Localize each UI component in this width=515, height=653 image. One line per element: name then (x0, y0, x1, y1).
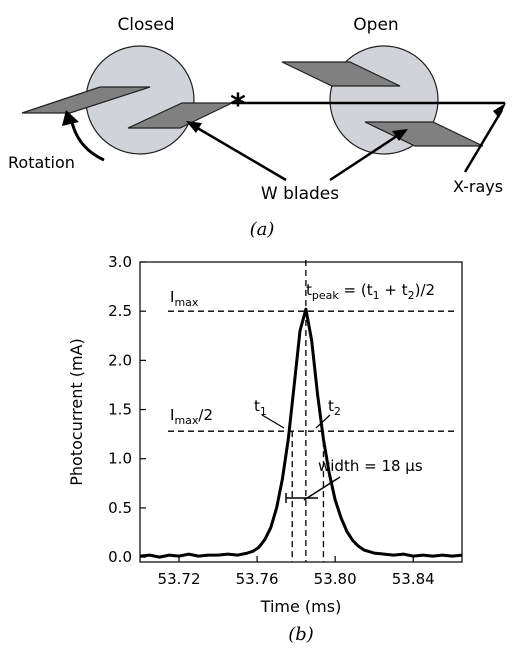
x-tick-label: 53.76 (236, 570, 279, 588)
blade-arrow-left (193, 124, 287, 182)
caption-a: (a) (250, 219, 275, 240)
blade-arrow-right (329, 132, 401, 182)
closed-blade-left (21, 86, 151, 114)
t2-pointer (315, 414, 331, 429)
panel-a: Closed Open * Rotation W blades X-rays (… (8, 15, 506, 240)
open-blade-top (281, 61, 401, 87)
width-pointer (303, 476, 341, 501)
caption-b: (b) (288, 624, 314, 645)
y-tick-label: 0.0 (108, 548, 132, 566)
annotation-t1: t1 (254, 397, 267, 418)
label-open: Open (353, 15, 398, 35)
y-axis-ticks: 0.0 0.5 1.0 1.5 2.0 2.5 3.0 (108, 253, 146, 566)
label-xrays: X-rays (453, 177, 503, 196)
xray-arrowhead-icon (493, 103, 506, 118)
focus-asterisk-icon: * (230, 88, 246, 123)
annotation-t2: t2 (328, 397, 341, 418)
y-tick-label: 2.5 (108, 302, 132, 320)
x-axis-ticks: 53.72 53.76 53.80 53.84 (158, 556, 435, 588)
x-tick-label: 53.72 (158, 570, 201, 588)
rotation-arrowhead-icon (62, 110, 79, 126)
annotation-width: width = 18 µs (318, 457, 423, 475)
plot-frame (139, 261, 463, 563)
t1-pointer (261, 414, 285, 429)
y-axis-label: Photocurrent (mA) (67, 338, 86, 485)
x-tick-label: 53.84 (392, 570, 435, 588)
annotation-imax: Imax (170, 288, 199, 309)
y-tick-label: 3.0 (108, 253, 132, 271)
photocurrent-trace (139, 307, 463, 559)
blade-arrowhead-left-icon (186, 121, 202, 133)
x-axis-label: Time (ms) (260, 597, 342, 616)
y-tick-label: 1.0 (108, 450, 132, 468)
y-tick-label: 1.5 (108, 401, 132, 419)
y-tick-label: 0.5 (108, 499, 132, 517)
label-rotation: Rotation (8, 153, 75, 172)
annotation-tpeak: tpeak = (t1 + t2)/2 (306, 281, 435, 302)
annotation-imax-half: Imax/2 (170, 406, 213, 427)
blade-arrowhead-right-icon (392, 129, 408, 141)
xray-arrow (463, 109, 504, 173)
y-tick-label: 2.0 (108, 351, 132, 369)
rotation-arrow-icon (70, 121, 105, 162)
panel-b-chart: 0.00.51.01.52.02.53.0 53.72 53.76 53.80 53.… (67, 253, 463, 645)
label-closed: Closed (117, 15, 174, 35)
label-w-blades: W blades (261, 184, 339, 204)
closed-blade-right (127, 102, 233, 129)
x-tick-label: 53.80 (314, 570, 357, 588)
